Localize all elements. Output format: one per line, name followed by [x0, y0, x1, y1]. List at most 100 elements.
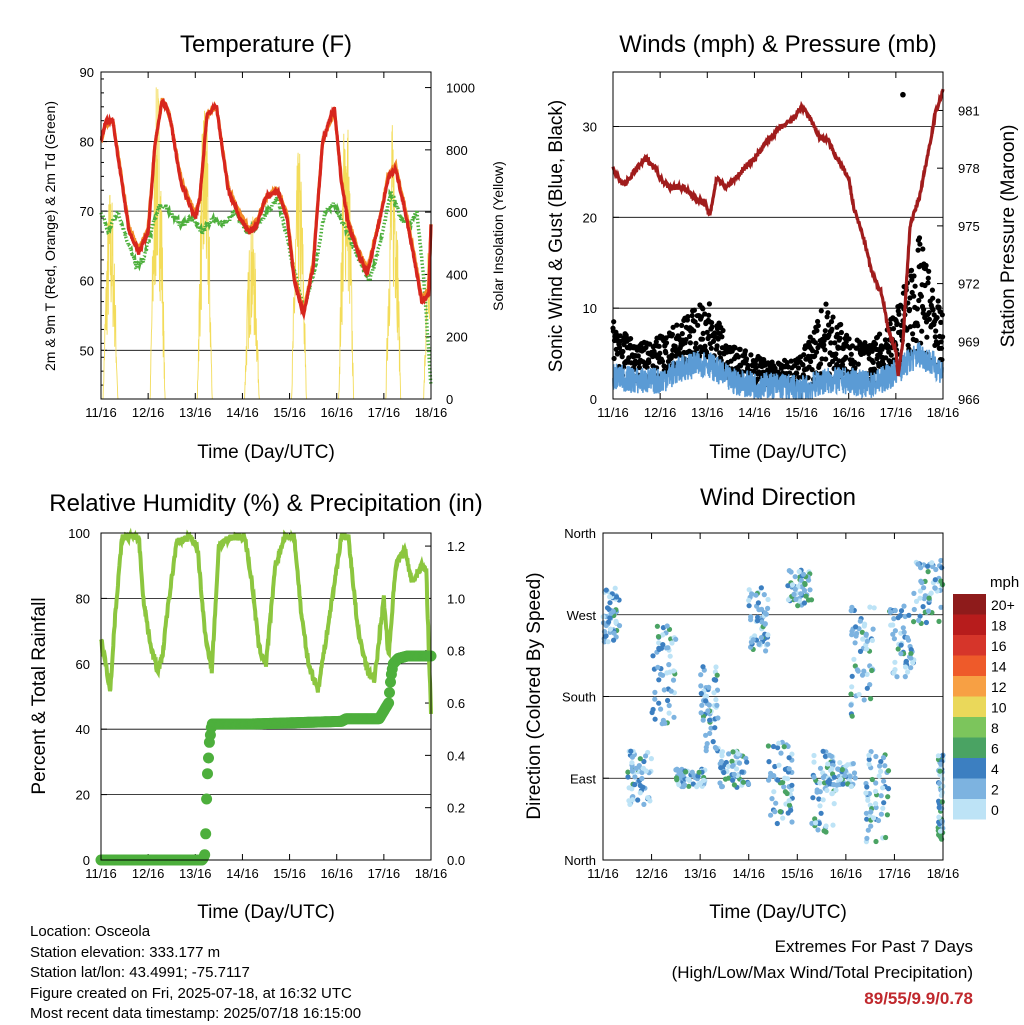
- gust-point: [935, 298, 941, 304]
- gust-point: [915, 247, 921, 253]
- direction-point: [825, 761, 831, 767]
- direction-point: [939, 818, 946, 825]
- direction-point: [683, 769, 689, 775]
- precip-point: [201, 793, 213, 805]
- direction-point: [873, 804, 879, 811]
- winds-y2label: Station Pressure (Maroon): [998, 125, 1019, 348]
- direction-point: [852, 775, 858, 781]
- direction-point: [885, 786, 892, 792]
- x-tick-label: 12/16: [132, 866, 165, 881]
- direction-point: [800, 571, 807, 577]
- gust-point: [938, 319, 944, 325]
- direction-point: [629, 768, 635, 774]
- extremes-values: 89/55/9.9/0.78: [864, 989, 973, 1008]
- direction-point: [853, 633, 859, 639]
- direction-point: [891, 670, 897, 676]
- y-tick-label: 20: [583, 210, 597, 225]
- gust-point: [907, 324, 914, 330]
- direction-point: [864, 646, 870, 652]
- legend-swatch: [953, 635, 986, 656]
- direction-point: [701, 777, 707, 784]
- gust-point: [812, 340, 819, 346]
- direction-point: [719, 753, 725, 759]
- gust-point: [732, 345, 738, 351]
- gust-point: [685, 314, 691, 320]
- y-tick-label: 50: [80, 343, 94, 358]
- direction-point: [848, 691, 854, 697]
- gust-point: [908, 267, 915, 273]
- direction-point: [703, 748, 709, 754]
- y-tick-label: 80: [76, 591, 90, 606]
- direction-point: [857, 618, 863, 624]
- x-tick-label: 12/16: [635, 866, 668, 881]
- gust-point: [691, 328, 697, 334]
- direction-point: [812, 816, 818, 822]
- direction-point: [871, 815, 877, 821]
- gust-point: [815, 318, 821, 325]
- direction-point: [698, 672, 704, 678]
- x-tick-label: 14/16: [738, 405, 771, 420]
- y-tick-label: 10: [583, 301, 597, 316]
- direction-point: [845, 781, 851, 787]
- direction-point: [713, 664, 719, 670]
- direction-panel: Wind Direction 11/16 12/16 13/16 14/16 15/16…: [524, 484, 1019, 923]
- y-tick-label: 40: [76, 722, 90, 737]
- direction-point: [778, 750, 784, 756]
- gust-point: [846, 336, 852, 342]
- y-tick-label: 90: [80, 65, 94, 80]
- direction-point: [878, 793, 884, 799]
- direction-point: [625, 769, 631, 775]
- legend-label: 6: [991, 741, 999, 757]
- direction-point: [639, 775, 645, 782]
- direction-point: [817, 803, 823, 809]
- direction-point: [729, 758, 735, 765]
- gust-point: [912, 283, 918, 289]
- direction-point: [878, 811, 885, 817]
- direction-point: [898, 642, 904, 648]
- gust-point: [837, 335, 843, 341]
- direction-point: [781, 784, 787, 790]
- gust-point: [920, 246, 926, 252]
- direction-point: [758, 585, 764, 591]
- gust-point: [828, 319, 835, 325]
- direction-point: [849, 713, 855, 719]
- direction-point: [875, 817, 882, 824]
- direction-point: [923, 619, 930, 626]
- gust-point: [659, 358, 666, 364]
- humidity-ylabel: Percent & Total Rainfall: [29, 597, 50, 794]
- gust-point: [916, 235, 923, 241]
- direction-point: [921, 585, 927, 591]
- direction-point: [652, 716, 658, 722]
- direction-point: [780, 815, 786, 821]
- direction-point: [849, 684, 855, 690]
- direction-point: [786, 802, 793, 808]
- x-tick-label: 16/16: [320, 866, 353, 881]
- gust-point: [926, 310, 932, 316]
- gust-point: [882, 337, 889, 343]
- direction-point: [871, 605, 877, 611]
- direction-point: [612, 585, 618, 591]
- direction-point: [782, 775, 788, 781]
- gust-point: [699, 336, 706, 342]
- direction-point: [919, 580, 925, 586]
- direction-point: [750, 637, 756, 643]
- direction-point: [628, 748, 634, 754]
- extremes-block: Extremes For Past 7 Days (High/Low/Max W…: [672, 934, 973, 1012]
- gust-point: [813, 349, 820, 355]
- x-tick-label: 17/16: [880, 405, 913, 420]
- direction-point: [786, 798, 792, 804]
- direction-point: [626, 798, 632, 804]
- direction-point: [937, 768, 943, 774]
- direction-point: [818, 810, 824, 816]
- direction-point: [880, 805, 886, 811]
- direction-point: [901, 603, 907, 609]
- gust-point: [626, 355, 632, 361]
- direction-point: [911, 590, 917, 597]
- direction-point: [939, 776, 946, 782]
- direction-point: [877, 763, 883, 769]
- direction-point: [671, 668, 677, 674]
- direction-point: [772, 763, 778, 770]
- direction-point: [625, 774, 631, 780]
- direction-point: [925, 563, 931, 569]
